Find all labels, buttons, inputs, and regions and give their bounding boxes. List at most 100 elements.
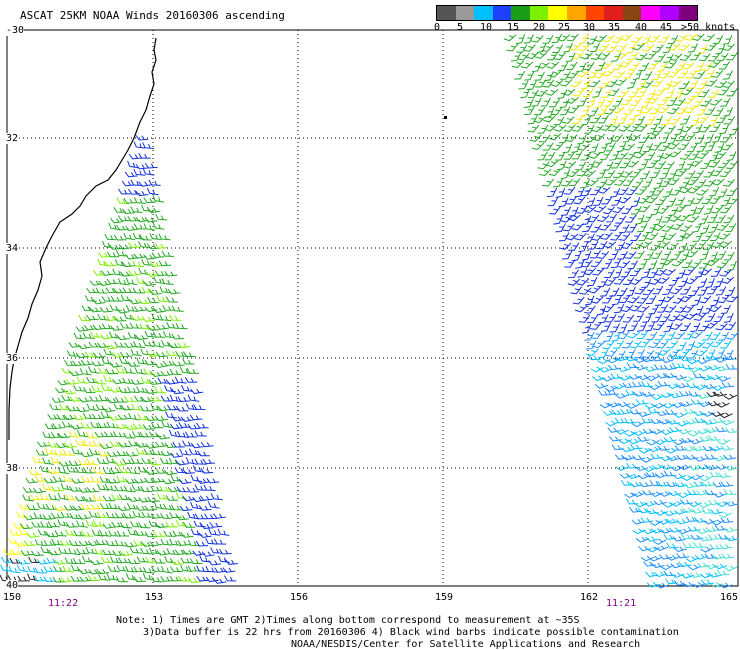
wind-barb: [132, 232, 145, 240]
wind-barb: [557, 62, 569, 72]
wind-barb: [133, 223, 147, 230]
wind-barb: [621, 241, 634, 249]
wind-barb: [556, 160, 567, 171]
wind-barb: [682, 267, 696, 276]
wind-barb: [116, 530, 130, 537]
wind-barb: [138, 267, 150, 276]
wind-barb: [161, 250, 174, 257]
wind-barb: [656, 106, 670, 114]
wind-barb: [629, 340, 642, 349]
wind-barb: [113, 234, 127, 241]
wind-barb: [627, 322, 639, 332]
wind-barb: [685, 242, 697, 251]
wind-barb: [674, 445, 688, 451]
wind-barb: [676, 454, 690, 461]
wind-barb: [14, 541, 28, 547]
wind-barb: [59, 540, 73, 546]
wind-barb: [124, 541, 137, 548]
wind-barb: [696, 490, 710, 496]
wind-barb: [65, 522, 79, 528]
wind-barb: [684, 312, 698, 320]
wind-barb: [101, 357, 113, 366]
wind-barb: [80, 359, 94, 366]
wind-barb: [122, 287, 136, 293]
wind-barb: [679, 250, 690, 261]
wind-barb: [635, 52, 648, 61]
wind-barb: [711, 519, 725, 526]
wind-barb: [124, 395, 137, 402]
wind-barb: [108, 502, 121, 510]
wind-barb: [592, 267, 605, 276]
wind-barb: [167, 288, 181, 295]
wind-barb: [681, 87, 694, 96]
wind-barb: [527, 124, 540, 133]
wind-barbs-east-swath: [503, 33, 740, 589]
wind-barb: [127, 496, 141, 503]
wind-barb: [692, 196, 704, 205]
wind-barb: [691, 222, 702, 233]
wind-barb: [593, 205, 607, 213]
wind-barb: [617, 401, 631, 408]
wind-barb: [626, 473, 641, 479]
wind-barb: [723, 251, 735, 261]
wind-barb: [96, 511, 110, 518]
wind-barb: [68, 539, 82, 547]
wind-barb: [586, 340, 597, 350]
wind-barb: [627, 260, 638, 270]
wind-barb: [644, 116, 656, 126]
wind-barb: [677, 142, 690, 150]
wind-barb: [685, 70, 697, 79]
wind-barb: [22, 494, 35, 502]
wind-barb: [633, 151, 647, 159]
wind-barb: [184, 431, 198, 438]
wind-barb: [599, 366, 613, 373]
wind-barb: [580, 79, 591, 90]
wind-barb: [705, 526, 720, 533]
wind-barb: [698, 535, 712, 542]
wind-barb: [123, 197, 137, 204]
wind-barb: [182, 495, 196, 502]
wind-barb: [623, 107, 636, 115]
wind-barb: [162, 304, 175, 311]
wind-barb: [192, 550, 206, 556]
wind-barb: [619, 160, 631, 169]
wind-barb: [200, 441, 214, 448]
wind-barb: [3, 548, 16, 555]
scale-swatch-3: [492, 6, 512, 20]
wind-barb: [534, 106, 546, 116]
wind-barb: [708, 223, 719, 233]
wind-barb: [720, 481, 734, 487]
wind-barb: [114, 512, 128, 519]
wind-barb: [591, 124, 604, 133]
wind-barb: [641, 44, 655, 52]
wind-barb: [631, 421, 645, 428]
wind-barb: [676, 232, 687, 242]
wind-barb: [85, 432, 98, 439]
wind-barb: [621, 446, 635, 453]
wind-barb: [189, 558, 203, 565]
wind-barb: [168, 429, 181, 438]
wind-barb: [542, 142, 554, 151]
wind-barb: [628, 438, 642, 445]
wind-barb: [180, 416, 194, 422]
wind-barb: [529, 134, 542, 142]
wind-barb: [580, 52, 593, 60]
wind-barb: [92, 494, 105, 502]
wind-barb: [566, 70, 580, 79]
wind-barb: [92, 352, 106, 358]
wind-barb: [668, 349, 680, 358]
wind-barb: [663, 436, 677, 443]
wind-barb: [77, 514, 91, 520]
wind-barb: [668, 80, 682, 88]
wind-barb: [171, 333, 185, 340]
wind-barb: [125, 565, 138, 573]
wind-barb: [222, 567, 236, 573]
wind-barb: [117, 505, 131, 512]
wind-barb: [688, 366, 703, 373]
wind-barb: [86, 287, 99, 294]
wind-barb: [704, 179, 717, 187]
color-scale-bar: [436, 5, 698, 21]
wind-barb: [653, 115, 663, 126]
wind-barb: [182, 521, 196, 528]
wind-barb: [142, 340, 155, 347]
